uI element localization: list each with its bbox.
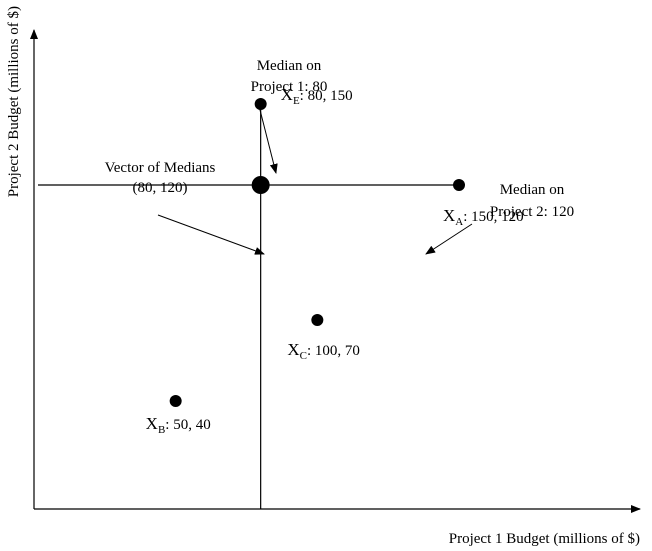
point-label-b: XB: 50, 40 [146, 414, 211, 436]
vector-of-medians-line1: Vector of Medians [105, 160, 216, 176]
x-axis-title: Project 1 Budget (millions of $) [449, 531, 640, 547]
data-point-e [254, 98, 267, 110]
vector-of-medians-line2: (80, 120) [133, 180, 188, 196]
median-project1-line1: Median on [257, 58, 322, 74]
y-axis-title: Project 2 Budget (millions of $) [6, 6, 22, 197]
point-label-a: XA: 150, 120 [443, 206, 524, 228]
median-project2-line2: Project 2: 120 [490, 204, 574, 220]
median-project2-arrow [425, 223, 473, 255]
data-point-a [453, 179, 465, 191]
median-project1-line2: Project 1: 80 [251, 79, 328, 95]
vector-of-medians-arrow [157, 214, 265, 255]
point-label-c: XC: 100, 70 [287, 340, 360, 362]
median-point [251, 176, 270, 194]
point-label-e: XE: 80, 150 [281, 85, 353, 107]
median-project2-line1: Median on [500, 182, 565, 198]
data-point-b [169, 395, 182, 407]
median-project1-arrow [257, 101, 278, 174]
data-point-c [311, 314, 324, 326]
